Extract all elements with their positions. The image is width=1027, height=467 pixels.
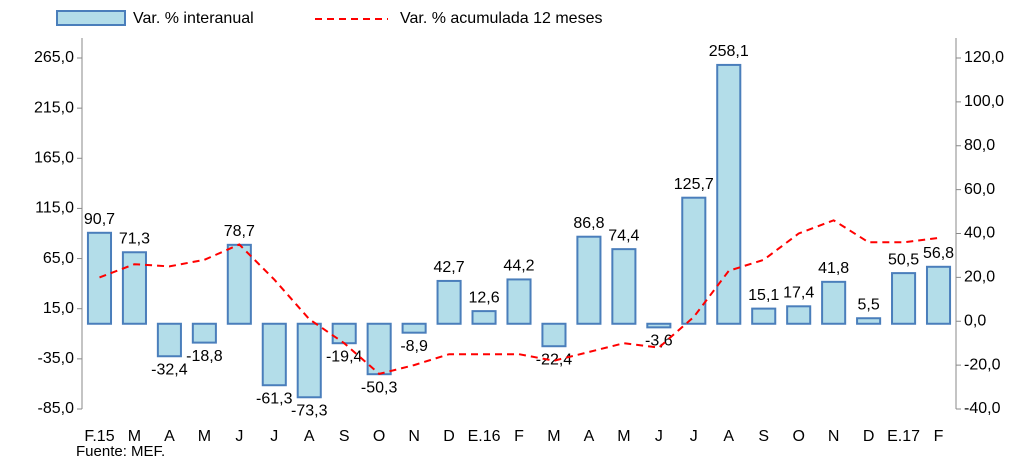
x-tick-label: J bbox=[690, 428, 698, 445]
y2-tick-label: 100,0 bbox=[964, 93, 1004, 110]
bar bbox=[121, 251, 147, 325]
x-tick-label: M bbox=[198, 428, 211, 445]
bar bbox=[226, 243, 252, 325]
bar bbox=[331, 322, 357, 345]
x-tick-label: A bbox=[304, 428, 315, 445]
x-tick-label: O bbox=[792, 428, 804, 445]
y-tick-label: 215,0 bbox=[34, 99, 74, 116]
x-tick-label: E.16 bbox=[468, 428, 501, 445]
bar bbox=[821, 280, 847, 325]
x-tick-label: A bbox=[164, 428, 175, 445]
x-tick-label: M bbox=[617, 428, 630, 445]
y2-tick-label: 20,0 bbox=[964, 269, 995, 286]
data-label: 78,7 bbox=[224, 223, 255, 240]
x-tick-label: M bbox=[128, 428, 141, 445]
y-tick-label: 65,0 bbox=[43, 250, 74, 267]
data-label: 71,3 bbox=[119, 230, 150, 247]
legend-label: Var. % interanual bbox=[133, 10, 254, 27]
data-label: -61,3 bbox=[256, 390, 293, 407]
x-tick-label: F bbox=[514, 428, 524, 445]
x-tick-label: F.15 bbox=[84, 428, 114, 445]
y-tick-label: 165,0 bbox=[34, 150, 74, 167]
data-label: -18,8 bbox=[186, 348, 223, 365]
data-label: 42,7 bbox=[434, 259, 465, 276]
data-label: 74,4 bbox=[608, 227, 639, 244]
x-tick-label: N bbox=[408, 428, 420, 445]
bar bbox=[646, 322, 672, 329]
y-tick-label: 265,0 bbox=[34, 49, 74, 66]
bar bbox=[541, 322, 567, 348]
x-tick-label: A bbox=[584, 428, 595, 445]
y2-tick-label: 0,0 bbox=[964, 312, 986, 329]
data-label: -8,9 bbox=[400, 338, 428, 355]
legend-swatch-bar bbox=[56, 10, 126, 26]
data-label: 125,7 bbox=[674, 176, 714, 193]
bar bbox=[401, 322, 427, 334]
bar bbox=[576, 235, 602, 325]
data-label: -22,4 bbox=[536, 351, 573, 368]
x-tick-label: D bbox=[443, 428, 455, 445]
bar bbox=[261, 322, 287, 387]
x-tick-label: D bbox=[863, 428, 875, 445]
y-tick-label: -85,0 bbox=[38, 400, 75, 417]
y2-tick-label: -20,0 bbox=[964, 356, 1001, 373]
x-tick-label: S bbox=[758, 428, 769, 445]
y2-tick-label: 60,0 bbox=[964, 181, 995, 198]
bar bbox=[471, 310, 497, 325]
y-tick-label: 15,0 bbox=[43, 300, 74, 317]
data-label: -32,4 bbox=[151, 361, 188, 378]
bar bbox=[191, 322, 217, 344]
data-label: 15,1 bbox=[748, 287, 779, 304]
bar bbox=[86, 231, 113, 325]
x-tick-label: S bbox=[339, 428, 350, 445]
x-tick-label: E.17 bbox=[887, 428, 920, 445]
x-tick-label: N bbox=[828, 428, 840, 445]
data-label: 44,2 bbox=[503, 258, 534, 275]
data-label: 50,5 bbox=[888, 251, 919, 268]
data-label: -3,6 bbox=[645, 333, 673, 350]
data-label: 5,5 bbox=[857, 296, 879, 313]
bar bbox=[506, 278, 532, 325]
bar bbox=[716, 63, 742, 325]
bar bbox=[925, 265, 952, 325]
bar bbox=[786, 305, 812, 325]
data-label: -73,3 bbox=[291, 402, 328, 419]
line-series bbox=[99, 219, 939, 375]
y-tick-label: -35,0 bbox=[38, 350, 75, 367]
y2-tick-label: 120,0 bbox=[964, 49, 1004, 66]
y2-tick-label: 80,0 bbox=[964, 137, 995, 154]
x-tick-label: M bbox=[547, 428, 560, 445]
data-label: 12,6 bbox=[468, 289, 499, 306]
x-tick-label: J bbox=[235, 428, 243, 445]
x-tick-label: J bbox=[655, 428, 663, 445]
bar bbox=[856, 317, 882, 325]
data-label: -19,4 bbox=[326, 348, 363, 365]
bar bbox=[681, 196, 707, 325]
bar bbox=[611, 248, 637, 325]
bar bbox=[891, 272, 917, 325]
y2-tick-label: 40,0 bbox=[964, 225, 995, 242]
bar bbox=[296, 322, 322, 399]
y2-tick-label: -40,0 bbox=[964, 400, 1001, 417]
legend-label: Var. % acumulada 12 meses bbox=[400, 10, 602, 27]
data-label: 56,8 bbox=[923, 245, 954, 262]
y-tick-label: 115,0 bbox=[35, 200, 74, 217]
data-label: 17,4 bbox=[783, 285, 814, 302]
data-label: 86,8 bbox=[573, 215, 604, 232]
bar bbox=[751, 307, 777, 325]
bar bbox=[436, 279, 462, 325]
x-tick-label: O bbox=[373, 428, 385, 445]
source-note: Fuente: MEF. bbox=[76, 443, 165, 460]
data-label: 41,8 bbox=[818, 260, 849, 277]
x-tick-label: A bbox=[723, 428, 734, 445]
x-tick-label: F bbox=[934, 428, 944, 445]
bar bbox=[156, 322, 182, 358]
data-label: 258,1 bbox=[709, 43, 749, 60]
data-label: 90,7 bbox=[84, 211, 115, 228]
data-label: -50,3 bbox=[361, 379, 398, 396]
x-tick-label: J bbox=[270, 428, 278, 445]
